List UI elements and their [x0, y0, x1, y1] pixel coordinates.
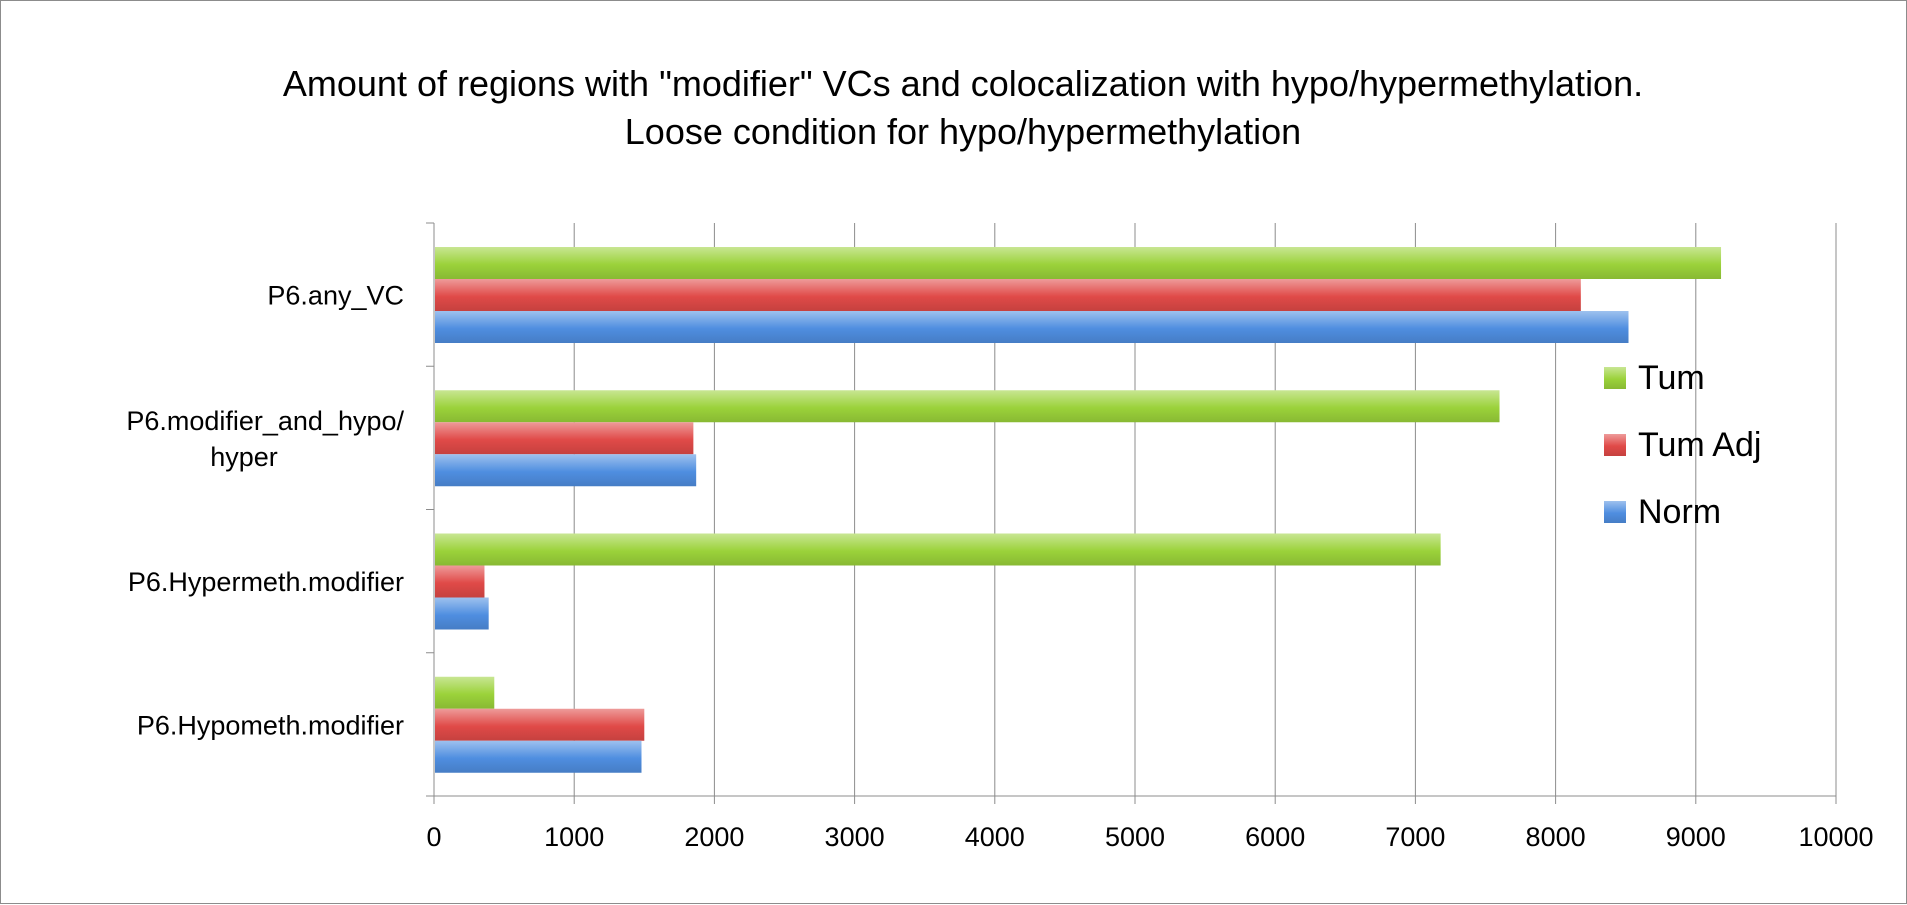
category-label: P6.Hypermeth.modifier	[128, 567, 404, 597]
legend-label: Tum Adj	[1638, 426, 1761, 464]
legend-swatch	[1604, 434, 1626, 456]
chart-title: Loose condition for hypo/hypermethylatio…	[625, 111, 1301, 152]
bars	[435, 247, 1722, 773]
bar-tum-adj	[435, 279, 1581, 311]
bar-tum	[435, 247, 1722, 279]
x-tick-label: 4000	[965, 822, 1025, 852]
bar-tum-adj	[435, 708, 645, 741]
x-tick-label: 3000	[825, 822, 885, 852]
axes	[426, 222, 1837, 804]
bar-tum-adj	[435, 422, 694, 455]
x-tick-label: 1000	[544, 822, 604, 852]
x-tick-label: 0	[426, 822, 441, 852]
x-tick-label: 5000	[1105, 822, 1165, 852]
legend-swatch	[1604, 367, 1626, 389]
bar-tum	[435, 390, 1500, 423]
chart-title: Amount of regions with "modifier" VCs an…	[283, 63, 1643, 104]
bar-norm	[435, 740, 642, 773]
bar-tum	[435, 676, 495, 709]
category-label: hyper	[210, 442, 278, 472]
category-label: P6.any_VC	[267, 281, 404, 311]
x-tick-label: 6000	[1245, 822, 1305, 852]
legend-label: Norm	[1638, 493, 1721, 531]
x-tick-label: 9000	[1666, 822, 1726, 852]
bar-norm	[435, 597, 489, 630]
labels: 0 1000 2000 3000 4000 5000 6000 7000 8000 9000 100…	[126, 63, 1873, 852]
bar-tum-adj	[435, 565, 485, 598]
x-tick-label: 10000	[1798, 822, 1873, 852]
bar-norm	[435, 311, 1629, 343]
legend: Tum Tum Adj Norm	[1604, 359, 1761, 531]
legend-label: Tum	[1638, 359, 1705, 397]
bar-norm	[435, 454, 697, 487]
category-label: P6.modifier_and_hypo/	[126, 406, 404, 436]
x-tick-label: 8000	[1526, 822, 1586, 852]
bar-tum	[435, 533, 1441, 566]
legend-swatch	[1604, 501, 1626, 523]
x-tick-label: 2000	[684, 822, 744, 852]
category-label: P6.Hypometh.modifier	[137, 710, 404, 740]
x-tick-label: 7000	[1385, 822, 1445, 852]
